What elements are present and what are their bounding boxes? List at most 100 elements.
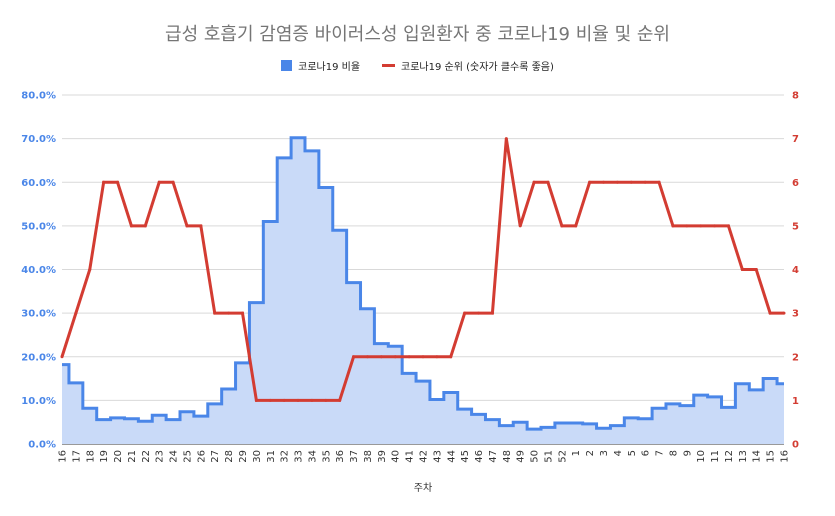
rank-point: [227, 311, 231, 315]
y-tick-left: 30.0%: [21, 309, 56, 320]
y-tick-left: 60.0%: [21, 178, 56, 189]
y-tick-right: 6: [792, 178, 799, 189]
rank-point: [699, 224, 703, 228]
rank-point: [685, 224, 689, 228]
rank-point: [463, 311, 467, 315]
rank-point: [782, 311, 786, 315]
x-tick-label: 31: [266, 450, 277, 463]
x-tick-label: 5: [627, 450, 638, 456]
rank-point: [310, 398, 314, 402]
rank-point: [602, 180, 605, 184]
chart-legend: 코로나19 비율 코로나19 순위 (숫자가 클수록 좋음): [0, 58, 835, 73]
x-tick-label: 22: [141, 450, 152, 463]
rank-point: [338, 398, 342, 402]
legend-item-rank: 코로나19 순위 (숫자가 클수록 좋음): [382, 58, 554, 73]
x-axis-title: 주차: [414, 482, 432, 494]
x-tick-label: 29: [238, 450, 249, 463]
rank-point: [171, 180, 175, 184]
x-tick-label: 28: [224, 450, 235, 463]
y-tick-left: 20.0%: [21, 352, 56, 363]
x-tick-label: 36: [335, 450, 346, 463]
y-axis-right: 0 1 2 3 4 5 6 7 8: [792, 91, 799, 451]
rank-point: [407, 355, 411, 359]
x-tick-label: 42: [419, 450, 430, 463]
rank-point: [588, 180, 592, 184]
rank-point: [518, 224, 522, 228]
ratio-area-fill: [62, 137, 784, 444]
x-tick-label: 48: [502, 450, 513, 463]
rank-point: [657, 180, 661, 184]
y-tick-left: 80.0%: [21, 91, 56, 102]
rank-point: [643, 180, 647, 184]
x-tick-label: 16: [58, 450, 69, 463]
chart-title: 급성 호흡기 감염증 바이러스성 입원환자 중 코로나19 비율 및 순위: [165, 24, 670, 45]
x-tick-label: 20: [113, 450, 124, 463]
rank-point: [768, 311, 772, 315]
rank-point: [532, 180, 536, 184]
rank-line-layer: [60, 137, 786, 402]
y-tick-right: 3: [792, 309, 799, 320]
rank-point: [254, 398, 258, 402]
rank-point: [629, 180, 633, 184]
x-tick-label: 16: [780, 450, 791, 463]
x-tick-label: 52: [557, 450, 568, 463]
rank-point: [615, 180, 619, 184]
y-tick-right: 4: [792, 265, 799, 276]
x-tick-label: 40: [391, 450, 402, 463]
x-tick-label: 18: [85, 450, 96, 463]
x-tick-label: 33: [294, 450, 305, 463]
x-tick-label: 10: [696, 450, 707, 463]
x-tick-label: 25: [182, 450, 193, 463]
legend-label-ratio: 코로나19 비율: [298, 62, 361, 73]
rank-point: [102, 180, 106, 184]
rank-point: [268, 398, 272, 402]
x-tick-label: 35: [321, 450, 332, 463]
y-tick-right: 7: [792, 134, 799, 145]
x-tick-label: 38: [363, 450, 374, 463]
x-tick-label: 17: [71, 450, 82, 463]
rank-point: [449, 355, 453, 359]
rank-point: [740, 268, 744, 271]
x-tick-label: 14: [752, 450, 763, 463]
rank-point: [157, 180, 161, 184]
x-tick-label: 26: [196, 450, 207, 463]
rank-point: [185, 224, 189, 228]
rank-point: [546, 180, 550, 184]
y-tick-right: 8: [792, 91, 799, 102]
x-tick-label: 34: [307, 450, 318, 463]
x-tick-label: 37: [349, 450, 360, 463]
rank-point: [726, 224, 730, 228]
ratio-series-line: [62, 136, 784, 431]
rank-point: [504, 137, 508, 141]
rank-point: [754, 268, 758, 271]
x-tick-label: 19: [99, 450, 110, 463]
y-tick-left: 50.0%: [21, 221, 56, 232]
y-tick-right: 5: [792, 221, 799, 232]
legend-item-ratio: 코로나19 비율: [281, 58, 360, 73]
x-tick-label: 43: [432, 450, 443, 463]
x-tick-label: 39: [377, 450, 388, 463]
rank-point: [60, 355, 64, 359]
rank-point: [671, 224, 675, 228]
x-tick-label: 49: [516, 450, 527, 463]
x-tick-label: 11: [710, 450, 721, 463]
x-tick-label: 44: [446, 450, 457, 463]
rank-point: [74, 311, 78, 315]
x-tick-label: 9: [682, 450, 693, 456]
rank-point: [199, 224, 203, 228]
rank-point: [296, 398, 300, 402]
legend-swatch-ratio: [281, 60, 293, 71]
x-tick-label: 1: [571, 450, 582, 456]
y-tick-left: 10.0%: [21, 396, 56, 407]
y-axis-left: 0.0% 10.0% 20.0% 30.0% 40.0% 50.0% 60.0% 70.0% 8…: [21, 91, 56, 451]
x-tick-label: 23: [155, 450, 166, 463]
y-tick-right: 1: [792, 396, 799, 407]
rank-point: [365, 355, 369, 359]
x-tick-label: 27: [210, 450, 221, 463]
rank-point: [713, 224, 717, 228]
rank-point: [241, 311, 244, 315]
x-tick-label: 30: [252, 450, 263, 463]
legend-label-rank: 코로나19 순위 (숫자가 클수록 좋음): [401, 62, 554, 73]
rank-point: [560, 224, 564, 228]
x-tick-label: 51: [543, 450, 554, 463]
